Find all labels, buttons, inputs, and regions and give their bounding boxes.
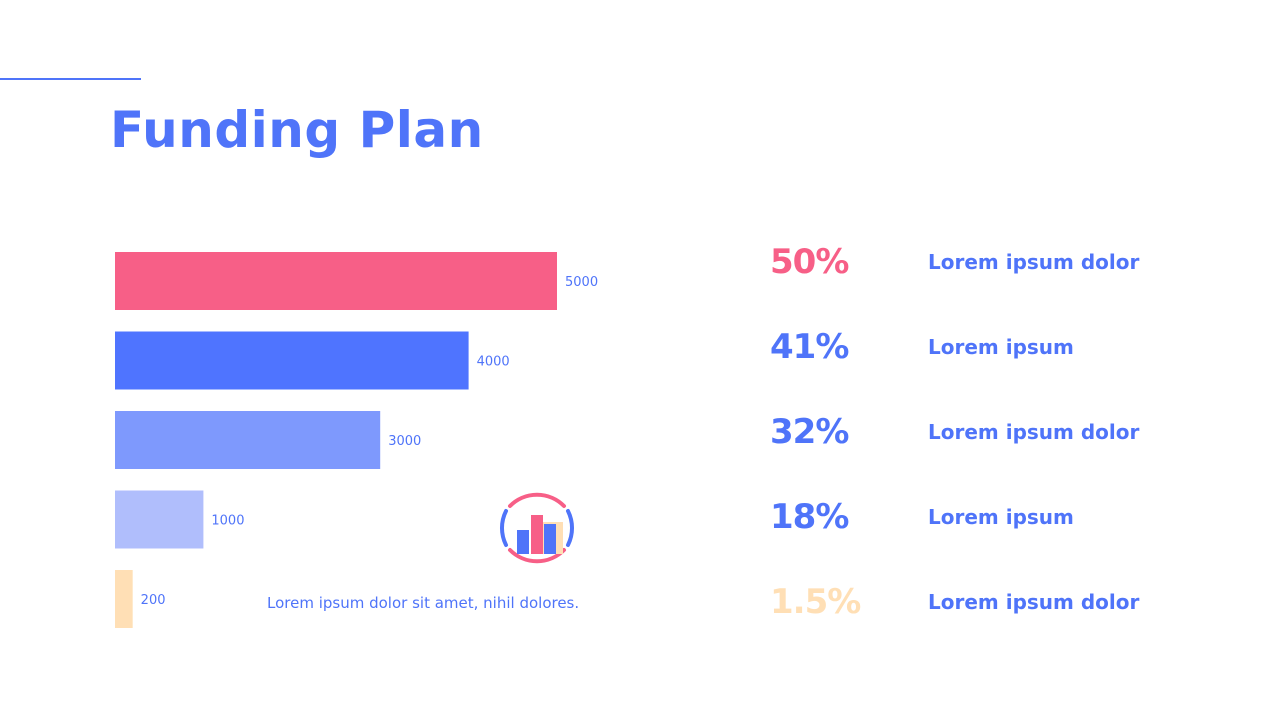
stat-percent: 1.5% <box>770 582 861 622</box>
accent-line <box>0 78 141 80</box>
stat-percent: 50% <box>770 242 849 282</box>
stat-row: 32% Lorem ipsum dolor <box>770 410 1250 454</box>
stat-percent: 32% <box>770 412 849 452</box>
bar-value-label: 200 <box>141 593 166 608</box>
stat-percent: 18% <box>770 497 849 537</box>
stat-row: 41% Lorem ipsum <box>770 325 1250 369</box>
stat-row: 50% Lorem ipsum dolor <box>770 240 1250 284</box>
stat-label: Lorem ipsum dolor <box>928 590 1140 614</box>
bar <box>115 252 557 310</box>
bar <box>115 411 381 469</box>
stat-label: Lorem ipsum <box>928 505 1074 529</box>
bar-value-label: 5000 <box>565 275 598 290</box>
bar-value-label: 4000 <box>477 355 510 370</box>
page-title: Funding Plan <box>110 101 484 159</box>
bar <box>115 490 204 549</box>
stat-label: Lorem ipsum <box>928 335 1074 359</box>
bar-value-label: 3000 <box>388 434 421 449</box>
stat-label: Lorem ipsum dolor <box>928 250 1140 274</box>
stat-row: 1.5% Lorem ipsum dolor <box>770 580 1250 624</box>
bar-value-label: 1000 <box>211 514 244 529</box>
chart-caption: Lorem ipsum dolor sit amet, nihil dolore… <box>267 594 580 612</box>
bar <box>115 570 133 628</box>
stat-label: Lorem ipsum dolor <box>928 420 1140 444</box>
stat-row: 18% Lorem ipsum <box>770 495 1250 539</box>
stat-percent: 41% <box>770 327 849 367</box>
bar-chart-badge-icon <box>500 492 574 564</box>
bar <box>115 331 469 390</box>
